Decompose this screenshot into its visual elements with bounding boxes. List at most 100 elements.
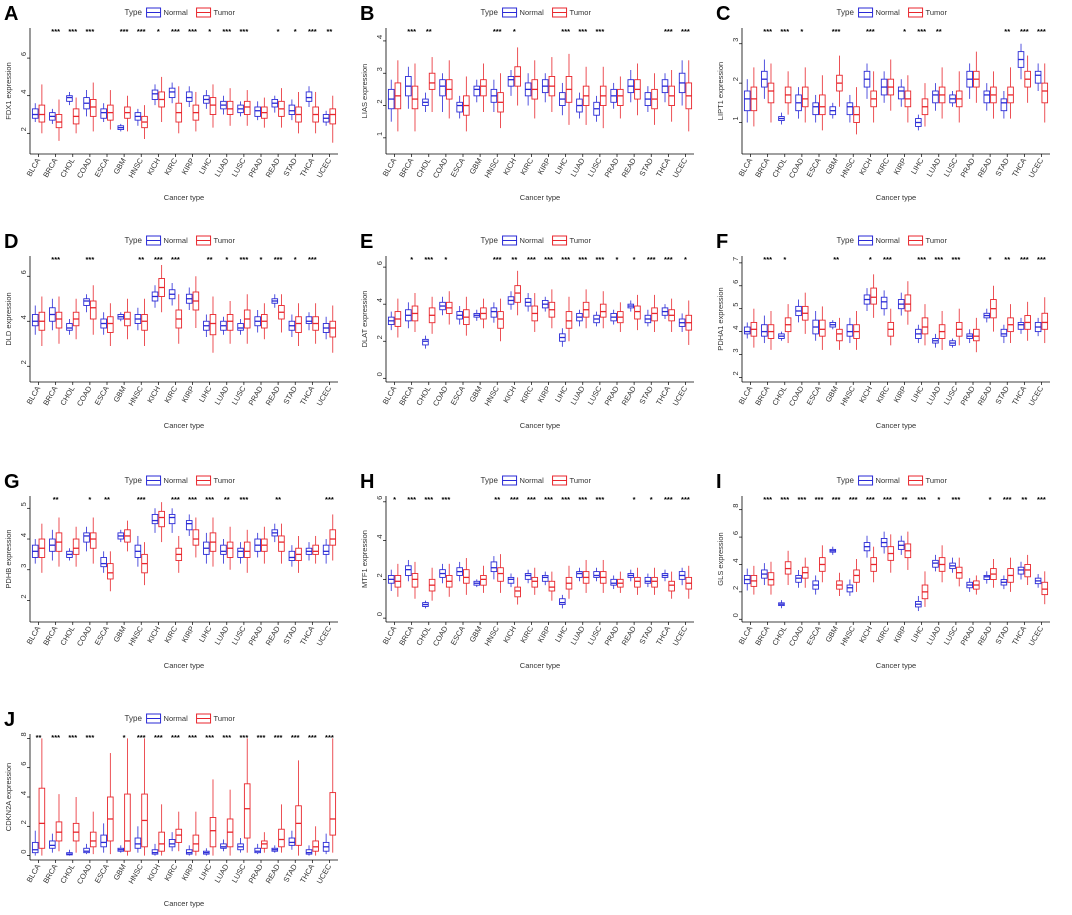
significance-label: *** <box>68 27 77 36</box>
box-iqr <box>220 843 227 849</box>
box-tumor-lihc <box>209 517 217 567</box>
box-iqr <box>819 319 826 337</box>
box-iqr <box>524 573 532 580</box>
legend-label-tumor: Tumor <box>570 8 592 17</box>
x-tick-label: HNSC <box>127 384 146 407</box>
panel-letter: I <box>716 471 722 493</box>
box-normal-coad <box>795 87 802 119</box>
x-tick-label: KIRP <box>892 157 909 177</box>
panel-c: C Type Normal Tumor 1 2 3 LIPT1 expression Cance… <box>716 3 1050 202</box>
x-tick-label: KIRP <box>180 157 197 177</box>
significance-label: *** <box>578 27 587 36</box>
y-axis-label: PDHB expression <box>4 529 13 588</box>
significance-label: *** <box>832 495 841 504</box>
significance-label: *** <box>325 495 334 504</box>
box-normal-gbm <box>117 123 125 132</box>
box-normal-esca <box>100 312 107 335</box>
box-normal-gbm <box>473 579 481 588</box>
box-tumor-kich <box>514 270 521 316</box>
box-normal-lihc <box>559 594 566 609</box>
y-axis-label: DLD expression <box>4 292 13 345</box>
box-iqr <box>422 338 429 346</box>
box-tumor-read <box>278 804 285 853</box>
x-axis-label: Cancer type <box>164 661 204 670</box>
x-tick-label: GBM <box>468 625 484 644</box>
box-normal-hnsc <box>134 307 142 331</box>
y-tick-label: 1 <box>375 132 384 136</box>
box-iqr <box>1041 82 1049 104</box>
box-iqr <box>983 90 991 104</box>
box-normal-ucec <box>1034 574 1042 588</box>
x-tick-label: LIHC <box>197 624 214 644</box>
significance-label: *** <box>578 495 587 504</box>
x-tick-label: KICH <box>145 157 162 177</box>
box-normal-thca <box>661 73 669 103</box>
box-tumor-kirc <box>887 308 895 346</box>
significance-label: * <box>650 495 653 504</box>
legend-title: Type <box>125 714 143 723</box>
x-tick-label: KICH <box>145 385 162 405</box>
x-tick-label: GBM <box>824 625 840 644</box>
box-tumor-prad <box>973 575 980 595</box>
x-tick-label: LUSC <box>230 156 248 178</box>
box-tumor-blca <box>38 738 46 856</box>
box-iqr <box>66 95 73 102</box>
legend-label-normal: Normal <box>164 714 189 723</box>
box-normal-kich <box>507 573 515 588</box>
box-normal-coad <box>439 563 446 584</box>
legend-label-normal: Normal <box>164 476 189 485</box>
legend-label-normal: Normal <box>520 8 545 17</box>
panel-letter: H <box>360 471 374 493</box>
box-iqr <box>1017 566 1025 575</box>
box-tumor-kirp <box>192 811 200 856</box>
box-iqr <box>243 100 251 115</box>
legend-title: Type <box>837 236 855 245</box>
x-tick-label: KICH <box>857 625 874 645</box>
x-tick-label: BRCA <box>41 625 59 648</box>
panel-g: G Type Normal Tumor 2 3 4 5 PDHB expression Cance… <box>4 471 338 670</box>
box-iqr <box>531 576 539 588</box>
box-tumor-stad <box>1007 67 1014 119</box>
y-tick-label: 4 <box>19 791 28 795</box>
box-iqr <box>192 834 200 852</box>
box-iqr <box>795 574 802 583</box>
box-tumor-chol <box>428 296 436 334</box>
box-normal-gbm <box>473 309 481 321</box>
x-tick-label: PRAD <box>603 624 622 647</box>
panel-letter: A <box>4 3 18 25</box>
box-normal-lusc <box>949 338 956 348</box>
box-tumor-luad <box>582 289 590 329</box>
box-normal-prad <box>254 843 261 855</box>
box-iqr <box>329 320 337 338</box>
box-normal-gbm <box>473 79 481 103</box>
box-iqr <box>846 324 854 337</box>
box-normal-kich <box>507 70 515 96</box>
box-normal-gbm <box>117 529 125 543</box>
x-tick-label: GBM <box>112 157 128 176</box>
x-tick-label: KIRP <box>892 385 909 405</box>
box-iqr <box>507 76 515 87</box>
panel-letter: B <box>360 3 374 25</box>
box-iqr <box>634 576 641 588</box>
box-tumor-chol <box>784 550 792 586</box>
box-tumor-lihc <box>209 296 217 353</box>
legend: Type Normal Tumor <box>125 475 235 486</box>
legend-label-normal: Normal <box>520 476 545 485</box>
box-iqr <box>932 90 939 104</box>
legend-title: Type <box>837 476 855 485</box>
legend-label-tumor: Tumor <box>214 8 236 17</box>
box-iqr <box>175 828 183 843</box>
box-tumor-kirc <box>175 86 183 134</box>
x-axis-label: Cancer type <box>164 193 204 202</box>
box-normal-brca <box>761 315 768 344</box>
box-tumor-read <box>634 294 641 331</box>
box-iqr <box>983 574 991 580</box>
x-tick-label: LUAD <box>925 624 943 646</box>
box-tumor-brca <box>55 99 63 141</box>
box-tumor-ucec <box>329 738 337 853</box>
legend-title: Type <box>481 236 499 245</box>
box-tumor-lihc <box>565 296 573 342</box>
box-iqr <box>89 99 97 117</box>
box-normal-kirc <box>168 508 176 533</box>
x-tick-label: READ <box>976 624 995 647</box>
